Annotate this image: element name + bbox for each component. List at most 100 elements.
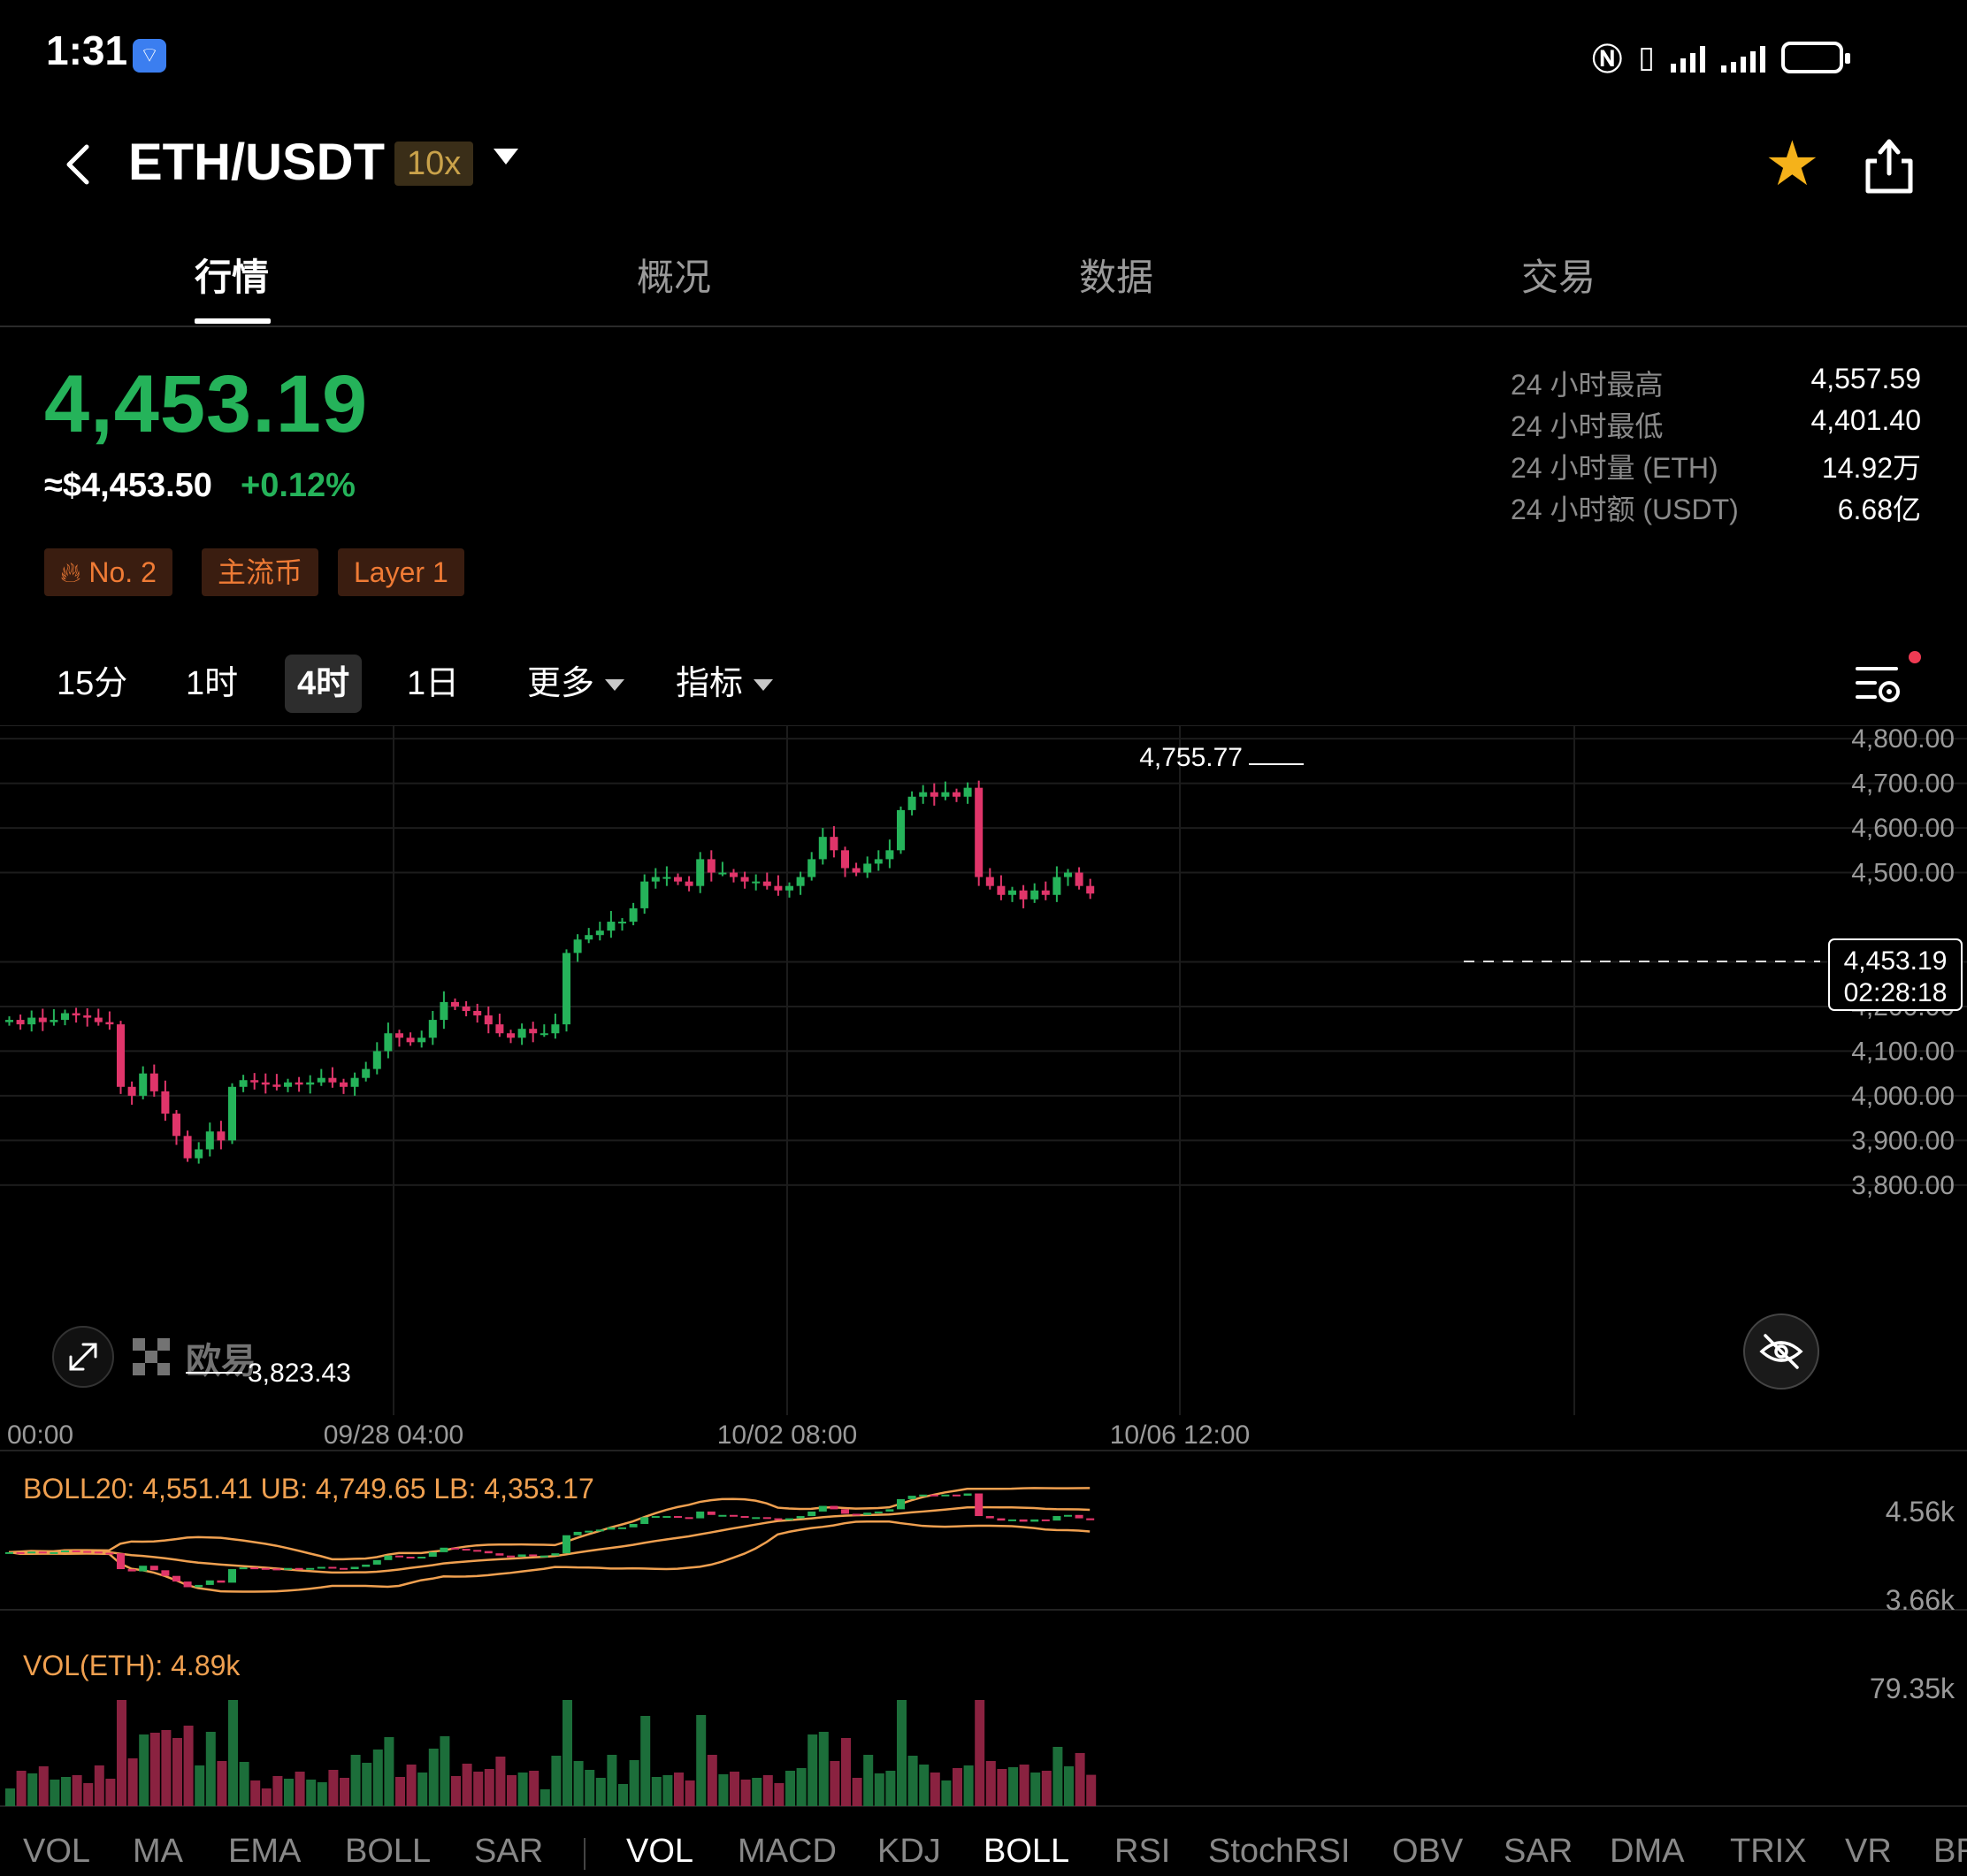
volume-bar (885, 1771, 896, 1806)
tab-trade[interactable]: 交易 (1521, 257, 1596, 298)
volume-bar (272, 1776, 283, 1806)
boll-candle (1041, 1519, 1050, 1521)
hide-overlay-button[interactable] (1743, 1313, 1819, 1390)
volume-bar (105, 1779, 116, 1806)
price-chart[interactable]: 4,800.004,700.004,600.004,500.004,300.00… (0, 725, 1967, 1822)
tab-overview[interactable]: 概况 (637, 257, 712, 298)
indicator-tab-sub-boll[interactable]: BOLL (984, 1833, 1070, 1870)
boll-candle (5, 1551, 13, 1554)
indicator-tab-sub-sar[interactable]: SAR (1504, 1833, 1573, 1870)
indicator-tab-sub-trix[interactable]: TRIX (1730, 1833, 1807, 1870)
candle-body (818, 837, 827, 860)
candle-body (585, 935, 593, 940)
volume-bar (540, 1789, 550, 1806)
candle-body (272, 1084, 281, 1087)
candle-body (484, 1015, 493, 1025)
y-tick-label: 3,800.00 (1851, 1171, 1955, 1200)
share-icon[interactable] (1863, 134, 1916, 196)
volume-bar (651, 1777, 662, 1806)
chart-settings-icon[interactable] (1856, 662, 1903, 706)
boll-candle (205, 1580, 214, 1585)
boll-candle (350, 1566, 359, 1570)
rank-tag[interactable]: 🔥︎ No. 2 (44, 548, 172, 596)
notification-dot (1909, 651, 1921, 663)
indicator-tab-main-sar[interactable]: SAR (474, 1833, 544, 1870)
tab-data[interactable]: 数据 (1079, 257, 1154, 298)
indicator-tab-sub-vol[interactable]: VOL (626, 1833, 694, 1870)
candle-body (674, 877, 682, 882)
boll-candle (428, 1551, 437, 1557)
chevron-down-icon (754, 679, 774, 692)
candle-body (696, 859, 705, 886)
candle-body (551, 1024, 560, 1034)
boll-candle (417, 1557, 426, 1558)
boll-upper (8, 1487, 1091, 1561)
indicator-tab-main-vol[interactable]: VOL (23, 1833, 91, 1870)
indicator-tab-sub-kdj[interactable]: KDJ (877, 1833, 941, 1870)
boll-candle (785, 1518, 793, 1520)
indicator-tab-sub-rsi[interactable]: RSI (1114, 1833, 1171, 1870)
timeframe-4h[interactable]: 4时 (285, 655, 363, 713)
leverage-badge[interactable]: 10x (394, 142, 474, 186)
volume-bar (149, 1733, 160, 1806)
indicator-tab-sub-dma[interactable]: DMA (1610, 1833, 1685, 1870)
volume-bar (752, 1778, 762, 1806)
layer1-tag[interactable]: Layer 1 (338, 548, 464, 596)
indicator-tab-sub-macd[interactable]: MACD (738, 1833, 837, 1870)
stat-row: 24 小时额 (USDT) 6.68亿 (1511, 487, 1921, 529)
volume-bar (27, 1773, 38, 1806)
indicator-tab-sub-br[interactable]: BR (1933, 1833, 1967, 1870)
volume-bar (440, 1736, 450, 1806)
timeframe-15m[interactable]: 15分 (57, 665, 128, 702)
indicators-dropdown[interactable]: 指标 (676, 655, 774, 713)
indicator-tab-sub-stochrsi[interactable]: StochRSI (1208, 1833, 1351, 1870)
boll-candle (362, 1564, 371, 1567)
candle-body (139, 1073, 148, 1096)
indicator-tab-main-boll[interactable]: BOLL (345, 1833, 432, 1870)
more-dropdown[interactable]: 更多 (527, 655, 625, 713)
timeframe-1d[interactable]: 1日 (407, 665, 460, 702)
favorite-star-icon[interactable]: ★ (1764, 129, 1820, 198)
boll-candle (217, 1580, 226, 1583)
boll-candle (328, 1566, 337, 1569)
boll-tick: 4.56k (1886, 1496, 1956, 1528)
indicator-tab-sub-obv[interactable]: OBV (1392, 1833, 1464, 1870)
volume-bar (640, 1716, 651, 1806)
boll-candle (818, 1505, 827, 1512)
boll-candle (317, 1566, 325, 1569)
candle-body (27, 1017, 36, 1025)
volume-bar (730, 1772, 739, 1806)
stat-value: 6.68亿 (1837, 494, 1921, 525)
indicator-tab-sub-vr[interactable]: VR (1845, 1833, 1892, 1870)
candle-body (997, 885, 1006, 895)
timeframe-1h[interactable]: 1时 (186, 665, 239, 702)
price-change: +0.12% (241, 467, 356, 504)
pair-title[interactable]: ETH/USDT (128, 134, 385, 191)
volume-bar (139, 1734, 149, 1806)
volume-bar (607, 1755, 617, 1806)
volume-bar (852, 1778, 862, 1806)
candle-body (573, 939, 582, 953)
candle-body (149, 1073, 158, 1091)
expand-button[interactable] (52, 1326, 114, 1388)
candle-body (16, 1020, 25, 1025)
volume-bar (919, 1765, 930, 1806)
candle-body (685, 881, 693, 886)
indicator-tab-main-ma[interactable]: MA (133, 1833, 183, 1870)
back-icon[interactable] (60, 140, 96, 189)
candle-body (595, 930, 604, 936)
boll-candle (1052, 1516, 1061, 1521)
indicator-tab-main-ema[interactable]: EMA (228, 1833, 302, 1870)
volume-bar (897, 1700, 907, 1806)
volume-bar (50, 1780, 60, 1806)
tab-market[interactable]: 行情 (195, 257, 270, 298)
volume-bar (529, 1771, 540, 1806)
x-tick-label: 10/02 08:00 (717, 1420, 857, 1450)
mainstream-tag[interactable]: 主流币 (202, 548, 319, 596)
candle-body (462, 1006, 471, 1011)
volume-bar (941, 1780, 952, 1806)
candle-body (417, 1038, 426, 1043)
chevron-down-icon[interactable] (494, 149, 518, 165)
candle-body (507, 1033, 515, 1038)
volume-bar (629, 1760, 639, 1806)
